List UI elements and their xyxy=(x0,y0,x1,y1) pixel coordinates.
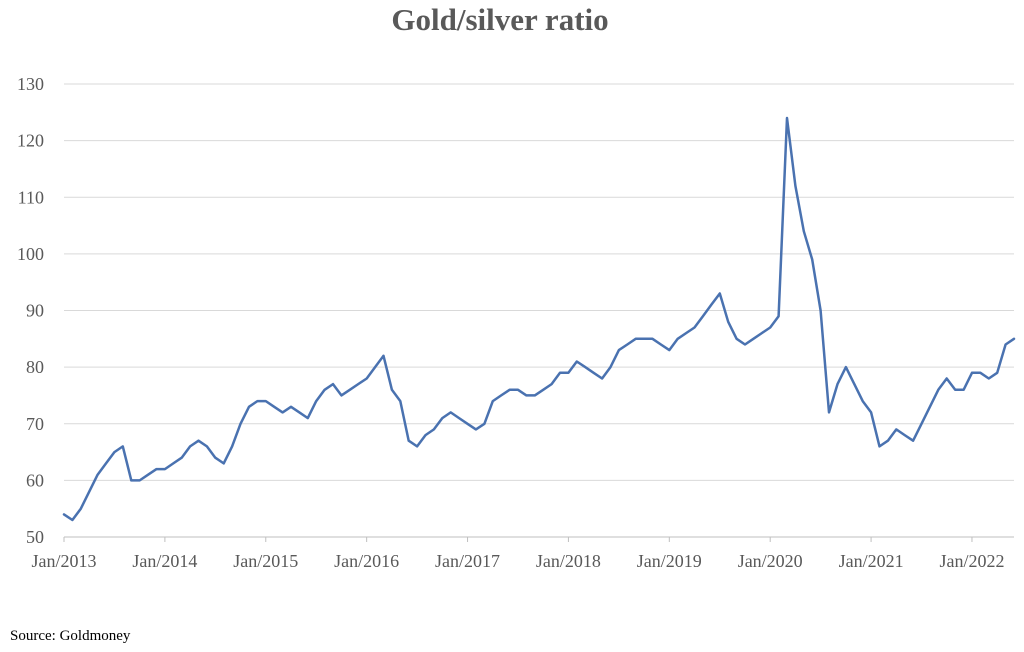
source-note: Source: Goldmoney xyxy=(10,628,131,644)
y-tick-label: 120 xyxy=(17,131,44,151)
x-tick-label: Jan/2020 xyxy=(738,551,803,571)
y-tick-label: 110 xyxy=(18,187,44,207)
x-tick-label: Jan/2015 xyxy=(233,551,298,571)
x-tick-label: Jan/2017 xyxy=(435,551,500,571)
y-tick-label: 90 xyxy=(26,301,44,321)
y-tick-label: 80 xyxy=(26,357,44,377)
y-tick-label: 130 xyxy=(17,74,44,94)
y-tick-label: 70 xyxy=(26,414,44,434)
x-tick-label: Jan/2022 xyxy=(939,551,1004,571)
y-tick-label: 100 xyxy=(17,244,44,264)
chart-title: Gold/silver ratio xyxy=(391,2,609,37)
x-tick-label: Jan/2021 xyxy=(839,551,904,571)
y-tick-label: 50 xyxy=(26,527,44,547)
x-tick-labels: Jan/2013 Jan/2014 Jan/2015 Jan/2016 Jan/2017… xyxy=(32,537,1004,571)
y-tick-label: 60 xyxy=(26,470,44,490)
gridlines xyxy=(64,83,1014,538)
x-tick-label: Jan/2014 xyxy=(132,551,197,571)
y-tick-labels: 50 60 70 80 90 100 110 120 130 xyxy=(17,74,44,547)
series-line xyxy=(62,116,1016,522)
series-lines xyxy=(62,116,1016,522)
x-tick-label: Jan/2018 xyxy=(536,551,601,571)
x-tick-label: Jan/2016 xyxy=(334,551,399,571)
x-tick-label: Jan/2019 xyxy=(637,551,702,571)
x-tick-label: Jan/2013 xyxy=(32,551,97,571)
